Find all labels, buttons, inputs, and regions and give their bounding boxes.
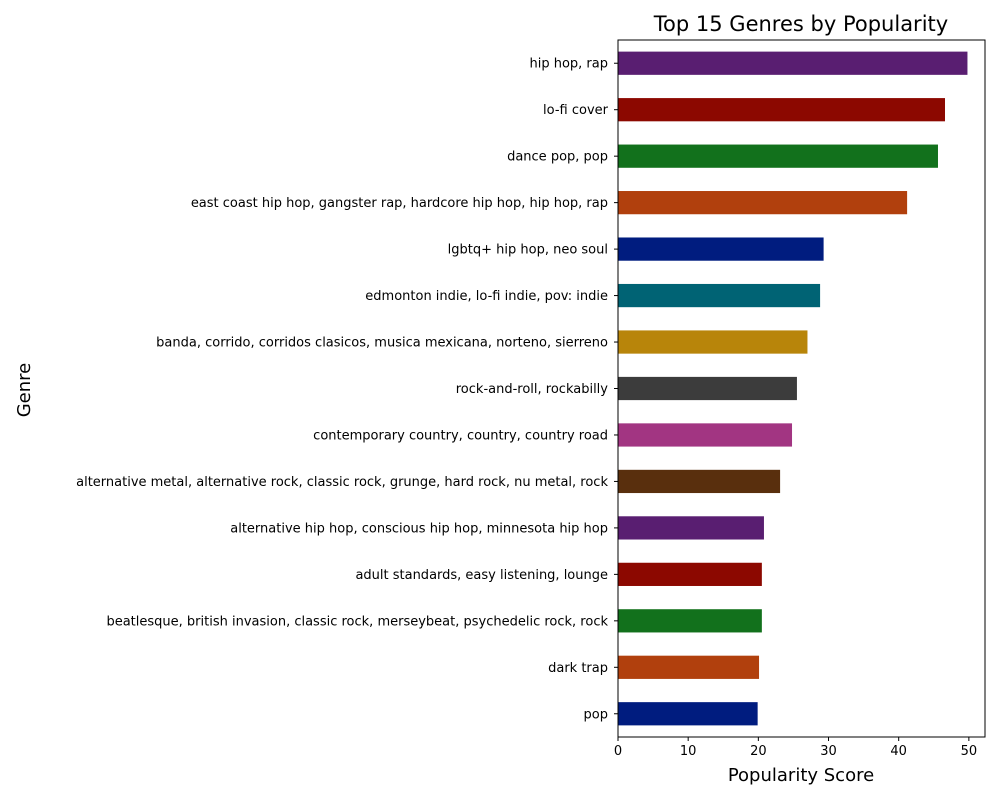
x-tick-label: 20 (750, 744, 767, 759)
bar-3 (618, 144, 938, 168)
bar-6 (618, 283, 821, 308)
x-tick-label: 10 (680, 744, 697, 759)
bar-12 (618, 562, 762, 586)
y-tick-label: adult standards, easy listening, lounge (355, 568, 608, 583)
y-tick-label: alternative metal, alternative rock, cla… (76, 475, 608, 490)
bar-5 (618, 237, 824, 261)
x-tick-label: 30 (820, 744, 837, 759)
bar-2 (618, 98, 946, 122)
y-tick-label: hip hop, rap (529, 57, 608, 72)
bar-11 (618, 516, 764, 540)
y-tick-label: dark trap (548, 661, 608, 676)
y-tick-label: dance pop, pop (507, 150, 608, 165)
y-tick-label: lgbtq+ hip hop, neo soul (448, 243, 608, 258)
y-ticks-group: hip hop, rap lo-fi cover dance pop, pop eas… (76, 57, 618, 722)
axes-group (617, 39, 986, 738)
x-axis-label: Popularity Score (728, 765, 874, 786)
x-tick-label: 40 (890, 744, 907, 759)
y-axis-label: Genre (14, 363, 35, 418)
bar-4 (618, 191, 908, 215)
bar-8 (618, 376, 797, 401)
bars-group (618, 51, 968, 726)
y-tick-label: beatlesque, british invasion, classic ro… (106, 614, 608, 629)
y-tick-label: contemporary country, country, country r… (313, 428, 608, 443)
bar-15 (618, 702, 758, 726)
bar-10 (618, 469, 781, 494)
bar-13 (618, 609, 762, 633)
y-tick-label: banda, corrido, corridos clasicos, music… (156, 336, 608, 351)
bar-1 (618, 51, 968, 75)
x-tick-label: 0 (614, 744, 622, 759)
chart-title: Top 15 Genres by Popularity (653, 12, 948, 36)
y-tick-label: lo-fi cover (543, 103, 609, 118)
bar-9 (618, 423, 793, 447)
y-tick-label: pop (584, 707, 608, 722)
x-tick-label: 50 (961, 744, 978, 759)
bar-14 (618, 655, 760, 679)
y-tick-label: edmonton indie, lo-fi indie, pov: indie (365, 289, 608, 304)
y-tick-label: alternative hip hop, conscious hip hop, … (230, 521, 608, 536)
x-ticks-group: 0 10 20 30 40 50 (614, 737, 977, 759)
plot-frame (617, 39, 986, 738)
bar-7 (618, 330, 808, 354)
y-tick-label: east coast hip hop, gangster rap, hardco… (191, 196, 608, 211)
y-tick-label: rock-and-roll, rockabilly (456, 382, 609, 397)
